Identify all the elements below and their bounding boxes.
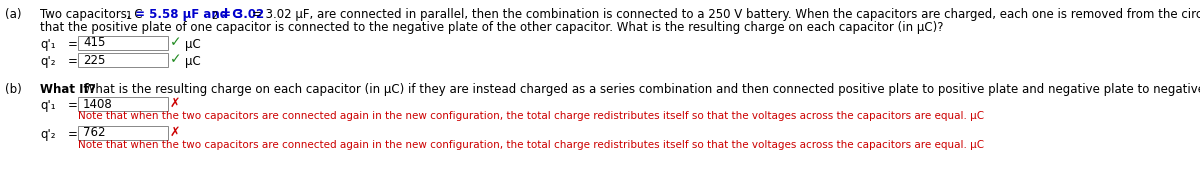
Text: Note that when the two capacitors are connected again in the new configuration, : Note that when the two capacitors are co… xyxy=(78,140,984,150)
Text: (b): (b) xyxy=(5,83,22,96)
Text: Note that when the two capacitors are connected again in the new configuration, : Note that when the two capacitors are co… xyxy=(78,111,984,121)
Text: ✓: ✓ xyxy=(170,52,181,66)
Text: q'₁: q'₁ xyxy=(40,99,55,112)
Text: =: = xyxy=(68,99,78,112)
FancyBboxPatch shape xyxy=(78,36,168,50)
Text: What If?: What If? xyxy=(40,83,96,96)
Text: = 3.02: = 3.02 xyxy=(217,8,264,21)
FancyBboxPatch shape xyxy=(78,97,168,111)
Text: =: = xyxy=(68,38,78,51)
Text: q'₂: q'₂ xyxy=(40,55,55,68)
Text: μC: μC xyxy=(185,38,200,51)
Text: q'₂: q'₂ xyxy=(40,128,55,141)
Text: =: = xyxy=(68,128,78,141)
Text: 2: 2 xyxy=(211,11,218,21)
Text: 762: 762 xyxy=(83,126,106,140)
Text: ✗: ✗ xyxy=(170,125,180,139)
Text: (a): (a) xyxy=(5,8,22,21)
Text: 415: 415 xyxy=(83,36,106,50)
Text: q'₁: q'₁ xyxy=(40,38,55,51)
Text: ✗: ✗ xyxy=(170,96,180,110)
Text: Two capacitors, C: Two capacitors, C xyxy=(40,8,143,21)
Text: =: = xyxy=(68,55,78,68)
Text: 1408: 1408 xyxy=(83,97,113,111)
Text: = 5.58 μF and C: = 5.58 μF and C xyxy=(131,8,241,21)
Text: What is the resulting charge on each capacitor (in μC) if they are instead charg: What is the resulting charge on each cap… xyxy=(80,83,1200,96)
Text: 225: 225 xyxy=(83,53,106,67)
Text: μC: μC xyxy=(185,55,200,68)
FancyBboxPatch shape xyxy=(78,53,168,67)
Text: = 3.02 μF, are connected in parallel, then the combination is connected to a 250: = 3.02 μF, are connected in parallel, th… xyxy=(252,8,1200,21)
Text: 1: 1 xyxy=(126,11,132,21)
Text: that the positive plate of one capacitor is connected to the negative plate of t: that the positive plate of one capacitor… xyxy=(40,21,943,34)
Text: ✓: ✓ xyxy=(170,35,181,49)
FancyBboxPatch shape xyxy=(78,126,168,140)
